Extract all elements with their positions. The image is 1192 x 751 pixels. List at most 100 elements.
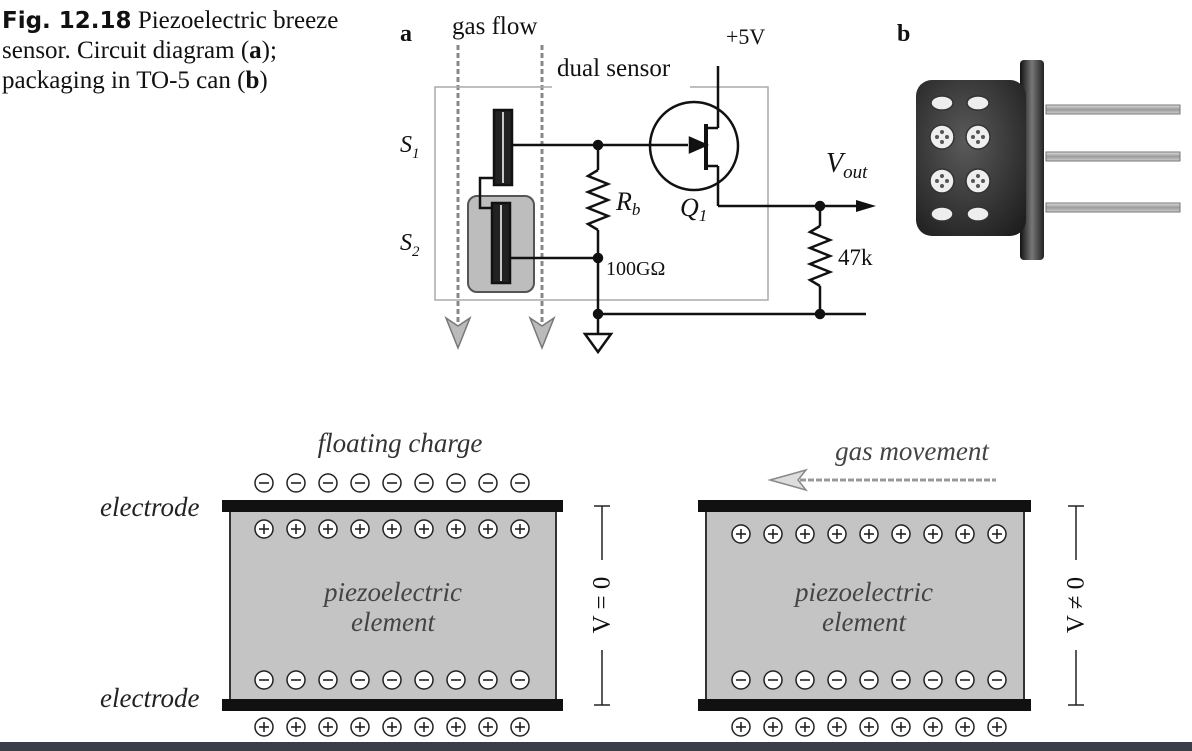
electrode-top-label: electrode bbox=[100, 492, 199, 522]
element-left-line2: element bbox=[351, 607, 436, 637]
electrode-top-right bbox=[698, 500, 1031, 512]
positive-charge-icon bbox=[731, 524, 751, 544]
positive-charge-icon bbox=[350, 717, 370, 737]
electrode-bottom-label: electrode bbox=[100, 683, 199, 713]
bottom-right-illustration: gas movement piezoelectric element V ≠ 0 bbox=[698, 436, 1090, 737]
can-body bbox=[916, 80, 1026, 236]
negative-charge-icon bbox=[510, 670, 530, 690]
bottom-left-illustration: floating charge electrode electrode piez… bbox=[100, 428, 616, 737]
transistor-q1 bbox=[648, 66, 740, 206]
charges-right bbox=[731, 524, 1007, 737]
positive-charge-icon bbox=[478, 717, 498, 737]
electrode-top-left bbox=[222, 500, 563, 512]
negative-charge-icon bbox=[731, 670, 751, 690]
gas-flow-arrow-right bbox=[528, 45, 556, 351]
q1-label: Q1 bbox=[680, 193, 707, 225]
positive-charge-icon bbox=[859, 717, 879, 737]
positive-charge-icon bbox=[478, 519, 498, 539]
positive-charge-icon bbox=[859, 524, 879, 544]
panel-b-label: b bbox=[897, 21, 910, 47]
positive-charge-icon bbox=[891, 717, 911, 737]
positive-charge-icon bbox=[510, 519, 530, 539]
rb-label: Rb bbox=[615, 187, 640, 219]
negative-charge-icon bbox=[795, 670, 815, 690]
negative-charge-icon bbox=[414, 670, 434, 690]
resistor-rb bbox=[584, 139, 612, 312]
element-right-line1: piezoelectric bbox=[793, 577, 933, 607]
negative-charge-icon bbox=[414, 473, 434, 493]
rb-value-label: 100GΩ bbox=[606, 258, 665, 280]
panel-b-package: b bbox=[897, 21, 1181, 260]
positive-charge-icon bbox=[987, 717, 1007, 737]
positive-charge-icon bbox=[795, 524, 815, 544]
negative-charge-icon bbox=[446, 473, 466, 493]
resistor-load bbox=[806, 206, 834, 320]
caption-text-3: ) bbox=[259, 67, 268, 94]
positive-charge-icon bbox=[414, 519, 434, 539]
positive-charge-icon bbox=[318, 717, 338, 737]
negative-charge-icon bbox=[382, 473, 402, 493]
negative-charge-icon bbox=[478, 473, 498, 493]
gas-flow-label: gas flow bbox=[452, 13, 537, 40]
negative-charge-icon bbox=[987, 670, 1007, 690]
positive-charge-icon bbox=[891, 524, 911, 544]
negative-charge-icon bbox=[350, 473, 370, 493]
positive-charge-icon bbox=[414, 717, 434, 737]
negative-charge-icon bbox=[350, 670, 370, 690]
figure-caption: Fig. 12.18 Piezoelectric breeze sensor. … bbox=[2, 6, 342, 96]
caption-text-1: Piezoelectric breeze sensor. Circuit dia… bbox=[2, 7, 339, 64]
negative-charge-icon bbox=[827, 670, 847, 690]
positive-charge-icon bbox=[795, 717, 815, 737]
electrode-bottom-right bbox=[698, 699, 1031, 711]
panel-a-label: a bbox=[400, 21, 412, 47]
negative-charge-icon bbox=[955, 670, 975, 690]
load-value-label: 47k bbox=[838, 245, 873, 270]
voltage-nonzero-label: V ≠ 0 bbox=[1063, 577, 1090, 633]
positive-charge-icon bbox=[254, 717, 274, 737]
negative-charge-icon bbox=[510, 473, 530, 493]
negative-charge-icon bbox=[254, 473, 274, 493]
positive-charge-icon bbox=[382, 717, 402, 737]
floating-charge-label: floating charge bbox=[318, 428, 483, 458]
negative-charge-icon bbox=[382, 670, 402, 690]
positive-charge-icon bbox=[510, 717, 530, 737]
negative-charge-icon bbox=[478, 670, 498, 690]
gas-movement-arrow bbox=[767, 468, 996, 492]
element-left bbox=[229, 509, 557, 702]
positive-charge-icon bbox=[763, 524, 783, 544]
positive-charge-icon bbox=[446, 717, 466, 737]
negative-charge-icon bbox=[318, 670, 338, 690]
negative-charge-icon bbox=[891, 670, 911, 690]
charges-left bbox=[254, 473, 530, 737]
negative-charge-icon bbox=[763, 670, 783, 690]
positive-charge-icon bbox=[318, 519, 338, 539]
positive-charge-icon bbox=[382, 519, 402, 539]
voltage-zero-label: V = 0 bbox=[589, 577, 616, 634]
negative-charge-icon bbox=[286, 473, 306, 493]
element-left-line1: piezoelectric bbox=[322, 577, 462, 607]
negative-charge-icon bbox=[859, 670, 879, 690]
positive-charge-icon bbox=[923, 524, 943, 544]
negative-charge-icon bbox=[446, 670, 466, 690]
positive-charge-icon bbox=[446, 519, 466, 539]
positive-charge-icon bbox=[827, 717, 847, 737]
s1-label: S1 bbox=[400, 132, 420, 162]
pin-middle bbox=[1045, 151, 1181, 162]
positive-charge-icon bbox=[987, 524, 1007, 544]
negative-charge-icon bbox=[318, 473, 338, 493]
gas-flow-arrow-left bbox=[444, 45, 472, 351]
ground-symbol bbox=[582, 332, 614, 355]
caption-bold-a: a bbox=[249, 37, 262, 64]
pin-top bbox=[1045, 104, 1181, 115]
positive-charge-icon bbox=[955, 717, 975, 737]
positive-charge-icon bbox=[763, 717, 783, 737]
bottom-bar bbox=[0, 742, 1192, 751]
positive-charge-icon bbox=[955, 524, 975, 544]
panel-a-circuit: a gas flow dual sensor S1 S2 bbox=[400, 13, 876, 355]
positive-charge-icon bbox=[923, 717, 943, 737]
vout-label: Vout bbox=[826, 148, 868, 183]
electrode-bottom-left bbox=[222, 699, 563, 711]
